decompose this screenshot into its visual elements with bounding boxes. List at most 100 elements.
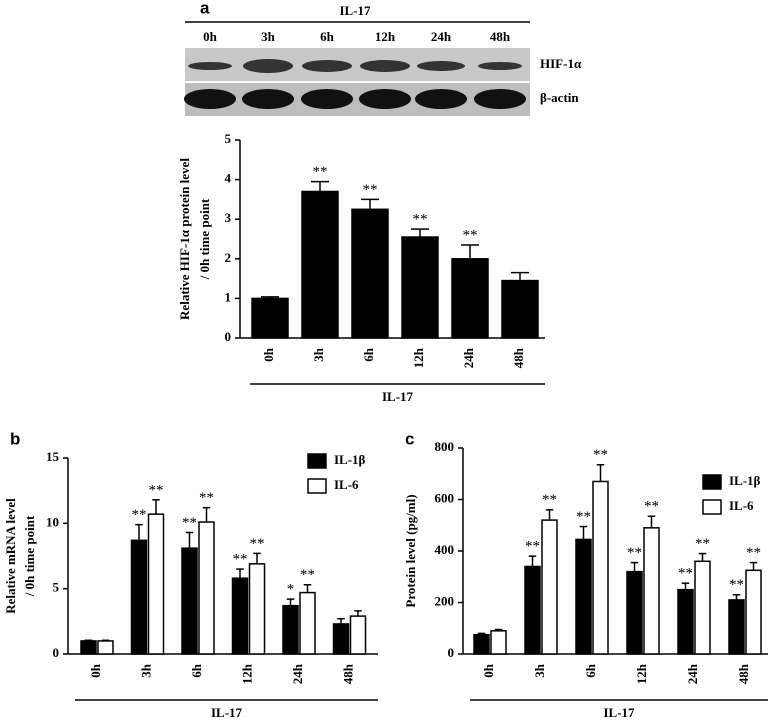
y-tick-label: 800 (435, 439, 455, 454)
y-axis-label: / 0h time point (197, 198, 212, 280)
blot-bands (188, 59, 522, 73)
panel-label: c (405, 429, 414, 448)
blot-lane-label: 6h (320, 29, 335, 44)
y-tick-label: 3 (225, 210, 232, 225)
y-tick-label: 10 (46, 514, 59, 529)
significance-label: ** (149, 482, 164, 498)
x-tick-label: 48h (340, 663, 355, 684)
blot-lane-label: 48h (490, 29, 511, 44)
significance-label: ** (695, 536, 710, 552)
bar (299, 591, 316, 655)
bar (626, 570, 643, 655)
y-axis-label: / 0h time point (22, 515, 37, 597)
bar (501, 279, 539, 339)
significance-label: ** (250, 536, 265, 552)
blot-row-label: HIF-1α (540, 56, 582, 71)
significance-label: ** (627, 545, 642, 561)
bar (231, 577, 249, 655)
x-tick-label: 3h (311, 347, 326, 362)
bar (401, 236, 439, 339)
y-tick-label: 1 (225, 289, 232, 304)
bar (473, 633, 490, 655)
y-axis-label: Protein level (pg/ml) (403, 494, 418, 607)
significance-label: ** (678, 566, 693, 582)
bar (198, 521, 215, 655)
significance-label: ** (182, 515, 197, 531)
y-tick-label: 0 (225, 329, 232, 344)
blot-row-label: β-actin (540, 90, 579, 105)
x-tick-label: 48h (511, 347, 526, 368)
significance-label: ** (525, 539, 540, 555)
bar (248, 563, 266, 655)
legend-swatch (702, 499, 722, 515)
x-tick-label: 0h (261, 347, 276, 362)
significance-label: ** (363, 182, 378, 198)
legend-swatch (307, 453, 327, 469)
blot-lane-label: 3h (261, 29, 276, 44)
significance-label: ** (542, 492, 557, 508)
significance-label: ** (132, 507, 147, 523)
blot-lane-label: 24h (431, 29, 452, 44)
x-tick-label: 12h (411, 347, 426, 368)
y-tick-label: 0 (448, 645, 455, 660)
x-tick-label: 6h (361, 347, 376, 362)
x-tick-label: 12h (634, 663, 649, 684)
bar (80, 640, 97, 655)
x-tick-label: 3h (532, 663, 547, 678)
bar (524, 565, 541, 655)
x-tick-label: 3h (138, 663, 153, 678)
x-tick-label: 24h (685, 663, 700, 684)
y-tick-label: 2 (225, 250, 232, 265)
x-tick-label: 0h (88, 663, 103, 678)
legend-label: IL-1β (334, 452, 366, 467)
bar (643, 527, 660, 655)
significance-label: ** (463, 227, 478, 243)
legend-swatch (307, 478, 327, 494)
bar (575, 538, 592, 655)
bar (349, 615, 367, 655)
significance-label: ** (576, 509, 591, 525)
group-label: IL-17 (603, 705, 635, 720)
blot-group-label: IL-17 (339, 3, 371, 18)
legend-label: IL-6 (729, 498, 754, 513)
blot: IL-17 HIF-1α β-actin (184, 3, 582, 116)
legend-swatch (702, 474, 722, 490)
significance-label: ** (199, 490, 214, 506)
y-tick-label: 400 (435, 542, 455, 557)
significance-label: ** (593, 447, 608, 463)
panel-label: a (200, 0, 210, 17)
bar (592, 480, 609, 655)
y-tick-label: 0 (53, 645, 60, 660)
significance-label: ** (644, 499, 659, 515)
significance-label: ** (300, 567, 315, 583)
y-tick-label: 5 (225, 131, 232, 146)
group-label: IL-17 (382, 389, 414, 404)
blot-lane-label: 0h (203, 29, 218, 44)
y-tick-label: 5 (53, 580, 60, 595)
x-tick-label: 24h (290, 663, 305, 684)
bar (251, 297, 289, 339)
group-label: IL-17 (211, 705, 243, 720)
y-tick-label: 200 (435, 593, 455, 608)
x-tick-label: 0h (481, 663, 496, 678)
bar (351, 208, 389, 339)
x-tick-label: 12h (239, 663, 254, 684)
blot-lane-label: 12h (375, 29, 396, 44)
bar (451, 258, 489, 339)
x-tick-label: 48h (736, 663, 751, 684)
x-tick-label: 6h (189, 663, 204, 678)
y-tick-label: 15 (46, 449, 60, 464)
bar (677, 588, 694, 655)
x-tick-label: 6h (583, 663, 598, 678)
y-tick-label: 4 (225, 171, 232, 186)
bar (490, 630, 507, 655)
y-tick-label: 600 (435, 490, 455, 505)
x-tick-label: 24h (461, 347, 476, 368)
bar (728, 599, 745, 655)
bar (130, 539, 148, 655)
significance-label: * (287, 582, 295, 598)
significance-label: ** (233, 552, 248, 568)
bar (745, 569, 762, 655)
blot-bands (184, 89, 526, 109)
